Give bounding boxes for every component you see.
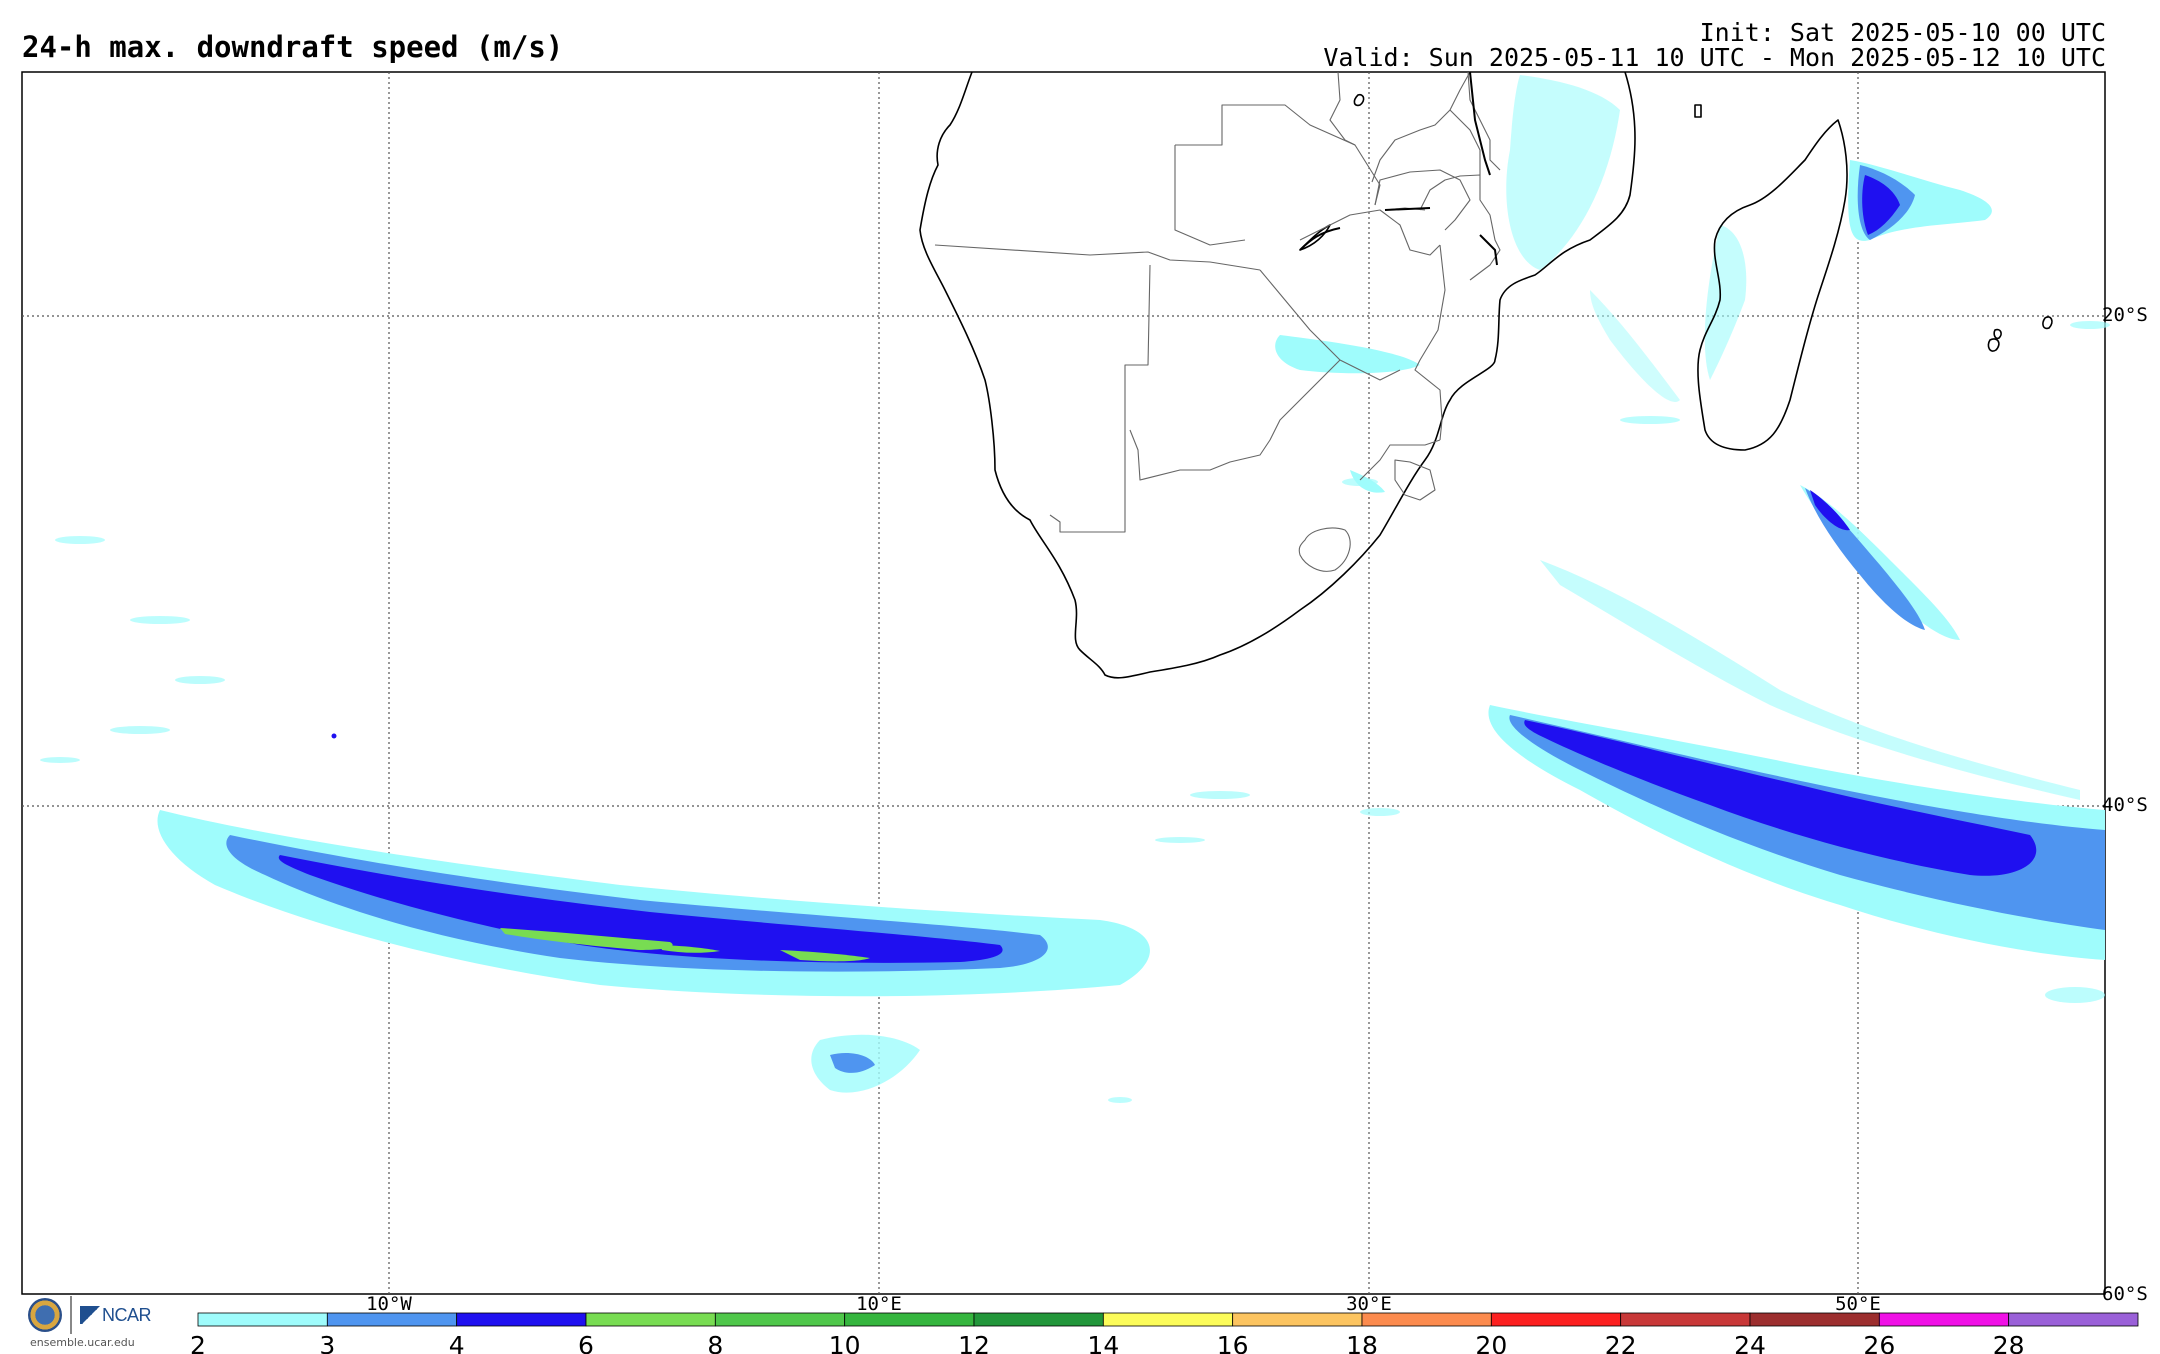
colorbar-tick-label: 26: [1863, 1331, 1895, 1354]
map-frame: [21, 71, 2106, 1295]
site-url: ensemble.ucar.edu: [30, 1336, 135, 1349]
ncar-logo-text: NCAR: [102, 1305, 152, 1325]
lat-label-60s: 60°S: [2102, 1283, 2148, 1305]
colorbar-tick-label: 2: [190, 1331, 206, 1354]
colorbar-swatch: [1749, 1312, 1880, 1327]
run-times: Init: Sat 2025-05-10 00 UTC Valid: Sun 2…: [1323, 20, 2106, 70]
colorbar-swatch: [326, 1312, 458, 1327]
downdraft-scatter: [40, 321, 2110, 1103]
nsf-seal-icon: [28, 1298, 62, 1332]
coastlines: [919, 71, 2053, 679]
colorbar-swatch: [2008, 1312, 2139, 1327]
logo-strip: NCAR ensemble.ucar.edu: [22, 1296, 162, 1352]
valid-time: Valid: Sun 2025-05-11 10 UTC - Mon 2025-…: [1323, 43, 2106, 72]
colorbar-tick-label: 18: [1346, 1331, 1378, 1354]
colorbar-tick-label: 4: [449, 1331, 465, 1354]
africa-coastline: [919, 71, 1636, 679]
colorbar-tick-label: 22: [1605, 1331, 1637, 1354]
colorbar-swatch: [1490, 1312, 1622, 1327]
colorbar-swatch: [197, 1312, 328, 1327]
map-title: 24-h max. downdraft speed (m/s): [22, 30, 564, 64]
colorbar: 2 3 4 6 8 10 12 14 16 18 20 22 24 26 28: [190, 1312, 2139, 1354]
lat-label-20s: 20°S: [2102, 304, 2148, 326]
colorbar-swatch: [1232, 1312, 1363, 1327]
colorbar-swatch: [844, 1312, 975, 1327]
colorbar-swatch: [714, 1312, 846, 1327]
colorbar-swatch: [456, 1312, 587, 1327]
colorbar-tick-label: 6: [578, 1331, 594, 1354]
lakes: [1299, 71, 1498, 266]
lon-label-50e: 50°E: [1835, 1293, 1881, 1315]
downdraft-field-atlantic: [157, 810, 1150, 1093]
colorbar-tick-label: 28: [1993, 1331, 2025, 1354]
downdraft-field-indian: [1275, 75, 2105, 960]
colorbar-swatch: [973, 1312, 1104, 1327]
colorbar-swatch: [1878, 1312, 2010, 1327]
colorbar-tick-label: 10: [829, 1331, 861, 1354]
colorbar-tick-label: 8: [707, 1331, 723, 1354]
madagascar-coastline: [1697, 119, 1848, 451]
init-time: Init: Sat 2025-05-10 00 UTC: [1699, 18, 2106, 47]
ncar-logo-icon: [80, 1306, 102, 1324]
colorbar-swatch: [585, 1312, 716, 1327]
colorbar-swatch: [1102, 1312, 1234, 1327]
logo-divider: [70, 1296, 72, 1334]
colorbar-tick-label: 20: [1475, 1331, 1507, 1354]
colorbar-tick-label: 3: [319, 1331, 335, 1354]
colorbar-swatch: [1620, 1312, 1751, 1327]
lat-label-40s: 40°S: [2102, 794, 2148, 816]
colorbar-tick-label: 16: [1217, 1331, 1249, 1354]
lon-label-10e: 10°E: [856, 1293, 902, 1315]
lon-label-30e: 30°E: [1346, 1293, 1392, 1315]
colorbar-tick-label: 14: [1087, 1331, 1119, 1354]
colorbar-tick-label: 24: [1734, 1331, 1766, 1354]
lon-label-10w: 10°W: [366, 1293, 412, 1315]
colorbar-swatch: [1361, 1312, 1492, 1327]
colorbar-tick-label: 12: [958, 1331, 990, 1354]
